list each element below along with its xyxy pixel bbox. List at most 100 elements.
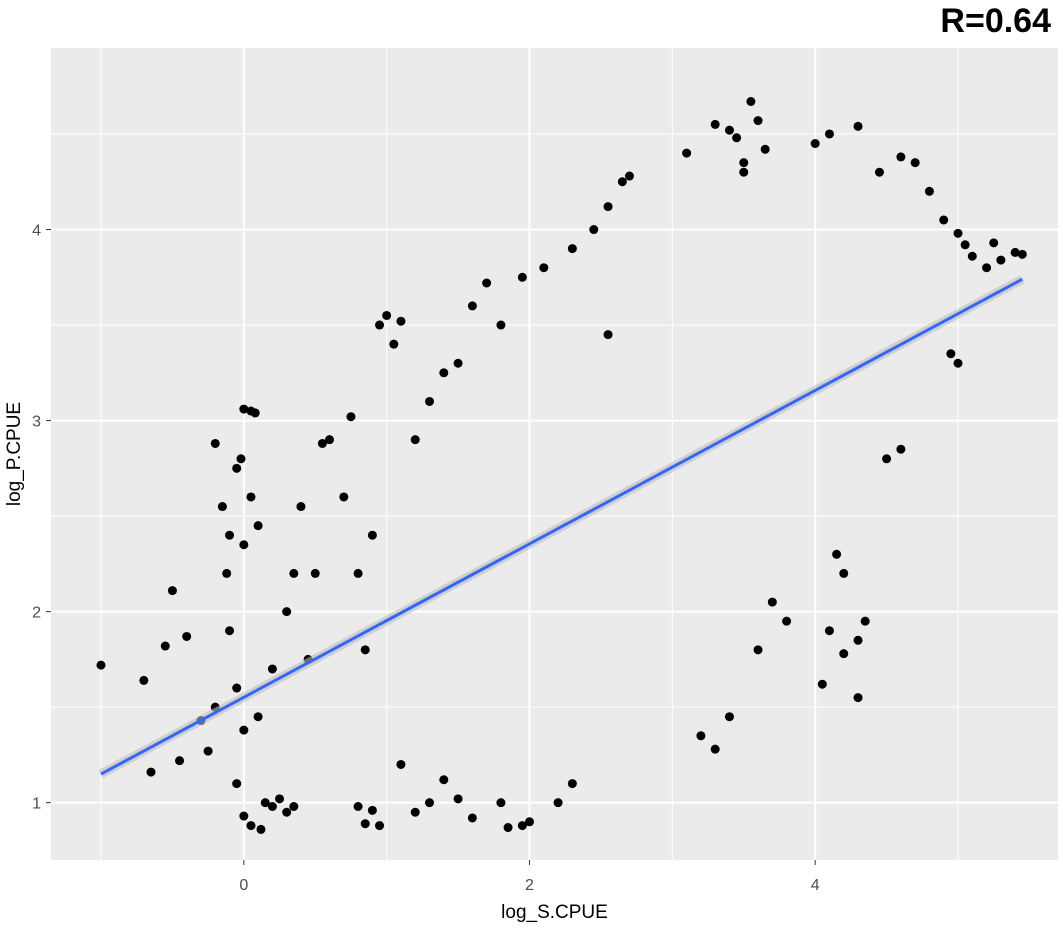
data-point <box>317 438 327 448</box>
data-point <box>782 616 792 626</box>
data-point <box>289 802 299 812</box>
data-point <box>696 731 706 741</box>
data-point <box>425 396 435 406</box>
data-point <box>239 540 249 550</box>
data-point <box>753 645 763 655</box>
data-point <box>225 530 235 540</box>
data-point <box>824 129 834 139</box>
data-point <box>146 767 156 777</box>
y-tick-label: 4 <box>32 223 41 240</box>
x-axis-ticks: 0 2 4 <box>239 860 820 894</box>
data-point <box>589 225 599 235</box>
data-point <box>839 568 849 578</box>
data-point <box>232 779 242 789</box>
data-point <box>467 813 477 823</box>
data-point <box>853 635 863 645</box>
data-point <box>853 121 863 131</box>
data-point <box>853 693 863 703</box>
data-point <box>236 454 246 464</box>
data-point <box>275 794 285 804</box>
data-point <box>539 263 549 273</box>
data-point <box>253 521 263 531</box>
data-point <box>367 805 377 815</box>
data-point <box>425 798 435 808</box>
data-point <box>682 148 692 158</box>
data-point <box>246 821 256 831</box>
data-point <box>453 358 463 368</box>
data-point <box>250 408 260 418</box>
fit-line <box>100 277 1024 776</box>
data-point <box>953 358 963 368</box>
data-point <box>339 492 349 502</box>
x-tick-label: 4 <box>811 877 820 894</box>
data-point <box>817 679 827 689</box>
data-point <box>746 96 756 106</box>
data-point <box>553 798 563 808</box>
data-point <box>1017 249 1027 259</box>
data-point <box>603 202 613 212</box>
data-point <box>217 502 227 512</box>
y-tick-label: 1 <box>32 796 41 813</box>
data-point <box>810 139 820 149</box>
data-point <box>239 811 249 821</box>
fit-line-group <box>98 275 1025 778</box>
y-axis-title: log_P.CPUE <box>4 402 25 506</box>
data-point <box>360 819 370 829</box>
data-point <box>874 167 884 177</box>
data-point <box>282 607 292 617</box>
data-point <box>882 454 892 464</box>
x-tick-label: 0 <box>239 877 248 894</box>
data-point <box>503 823 513 833</box>
data-point <box>739 167 749 177</box>
data-point <box>924 186 934 196</box>
data-point <box>739 158 749 168</box>
data-point <box>175 756 185 766</box>
data-point <box>960 240 970 250</box>
data-point <box>496 798 506 808</box>
data-point <box>517 272 527 282</box>
data-point <box>225 626 235 636</box>
data-point <box>989 238 999 248</box>
data-point <box>267 802 277 812</box>
data-point <box>210 438 220 448</box>
data-point <box>382 310 392 320</box>
data-point <box>246 492 256 502</box>
data-point <box>710 119 720 129</box>
data-point <box>453 794 463 804</box>
data-point <box>239 725 249 735</box>
data-point <box>353 802 363 812</box>
data-point <box>353 568 363 578</box>
data-point <box>260 798 270 808</box>
correlation-annotation: R=0.64 <box>940 2 1051 40</box>
data-point <box>517 821 527 831</box>
data-point <box>967 251 977 261</box>
data-point <box>325 435 335 445</box>
data-point <box>710 744 720 754</box>
data-point <box>410 435 420 445</box>
data-point <box>603 330 613 340</box>
data-point <box>617 177 627 187</box>
data-point <box>832 549 842 559</box>
data-point <box>896 152 906 162</box>
data-points <box>96 96 1027 834</box>
data-point <box>953 228 963 238</box>
data-point <box>910 158 920 168</box>
data-point <box>767 597 777 607</box>
data-point <box>396 316 406 326</box>
x-tick-label: 2 <box>525 877 534 894</box>
data-point <box>996 255 1006 265</box>
data-point <box>396 759 406 769</box>
data-point <box>946 349 956 359</box>
y-tick-label: 2 <box>32 605 41 622</box>
data-point <box>896 444 906 454</box>
data-point <box>939 215 949 225</box>
data-point <box>375 320 385 330</box>
data-point <box>1010 247 1020 257</box>
data-point <box>760 144 770 154</box>
data-point <box>375 821 385 831</box>
data-point <box>256 824 266 834</box>
data-point <box>222 568 232 578</box>
data-point <box>732 133 742 143</box>
data-point <box>232 683 242 693</box>
